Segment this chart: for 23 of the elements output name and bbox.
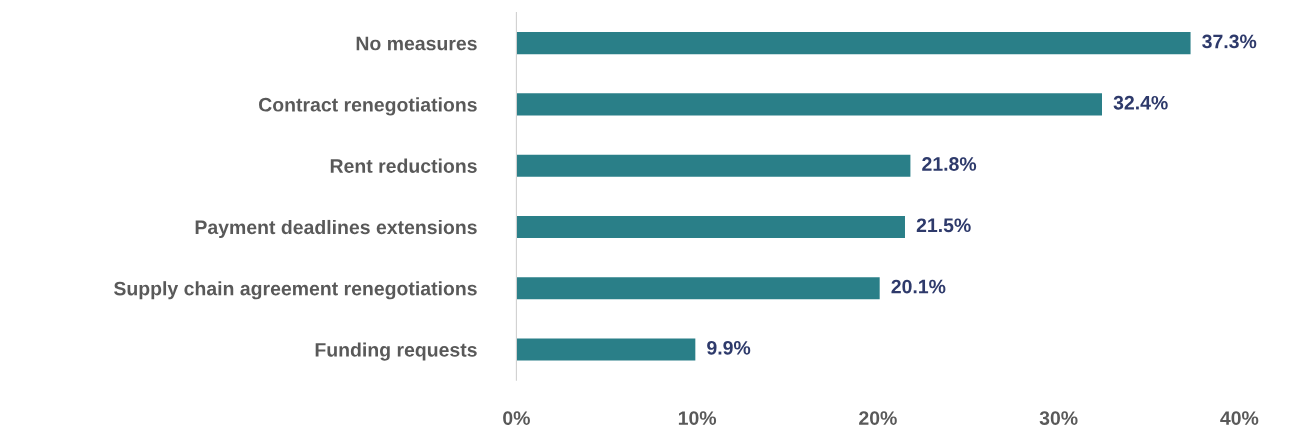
y-tick-label: No measures — [356, 36, 477, 51]
bar — [516, 32, 1191, 55]
data-label: 37.3% — [1202, 34, 1257, 49]
bar — [516, 215, 905, 238]
y-tick-label: Payment deadlines extensions — [195, 219, 477, 239]
data-label: 21.8% — [922, 157, 977, 171]
data-label: 32.4% — [1113, 95, 1168, 110]
bar — [516, 277, 880, 300]
x-tick-label: 0% — [503, 411, 530, 425]
x-tick-label: 40% — [1220, 411, 1259, 425]
y-tick-label: Funding requests — [315, 342, 477, 361]
bar — [516, 93, 1102, 116]
x-tick-label: 30% — [1039, 411, 1078, 425]
y-tick-label: Contract renegotiations — [259, 97, 477, 116]
data-label: 21.5% — [916, 218, 971, 233]
bar — [516, 338, 696, 361]
x-tick-label: 10% — [678, 411, 717, 425]
y-tick-label: Supply chain agreement renegotiations — [113, 281, 477, 300]
y-tick-label: Rent reductions — [330, 158, 477, 173]
x-tick-label: 20% — [859, 411, 897, 425]
data-label: 9.9% — [707, 340, 751, 355]
bar — [516, 154, 911, 177]
data-label: 20.1% — [891, 279, 946, 294]
